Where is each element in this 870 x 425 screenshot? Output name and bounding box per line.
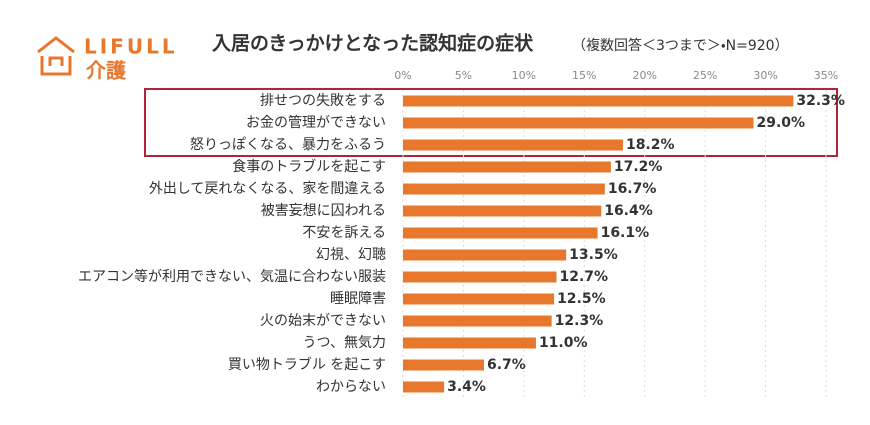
value-label: 11.0% (539, 335, 588, 351)
x-tick-label: 0% (394, 69, 411, 82)
value-label: 18.2% (626, 137, 675, 153)
bar (403, 161, 611, 173)
bar (403, 139, 623, 151)
category-label: 睡眠障害 (330, 291, 386, 307)
bar (403, 271, 557, 283)
category-label: うつ、無気力 (303, 335, 386, 351)
bar (403, 183, 605, 195)
category-label: 被害妄想に囚われる (261, 203, 386, 219)
value-label: 13.5% (569, 247, 618, 263)
bar (403, 337, 536, 349)
value-label: 16.7% (608, 181, 657, 197)
value-label: 16.4% (604, 203, 653, 219)
category-label: 買い物トラブル を起こす (228, 356, 386, 373)
logo-roof (37, 36, 75, 54)
category-label: お金の管理ができない (246, 115, 386, 131)
category-label: わからない (316, 379, 386, 395)
value-label: 32.3% (796, 93, 845, 109)
bar (403, 205, 602, 217)
category-label: 火の始末ができない (260, 313, 386, 329)
value-label: 29.0% (756, 115, 805, 131)
x-tick-label: 20% (632, 69, 656, 82)
category-label: 排せつの失敗をする (260, 93, 386, 109)
logo: LIFULL 介護 (37, 35, 178, 83)
value-label: 12.5% (557, 291, 606, 307)
category-label: 食事のトラブルを起こす (232, 158, 386, 175)
category-label: 怒りっぽくなる、暴力をふるう (190, 137, 386, 153)
value-label: 17.2% (614, 159, 663, 175)
logo-house (40, 56, 72, 76)
bar (403, 293, 555, 305)
bar (403, 315, 552, 327)
logo-service: 介護 (86, 59, 127, 83)
category-label: 外出して戻れなくなる、家を間違える (149, 180, 386, 197)
chart-subtitle: （複数回答＜3つまで＞・N=920） (572, 37, 789, 54)
logo-brand: LIFULL (84, 35, 178, 59)
x-tick-label: 30% (753, 69, 777, 82)
bar (403, 227, 598, 239)
bar (403, 381, 445, 393)
x-tick-label: 5% (455, 69, 472, 82)
highlight-box (144, 88, 838, 157)
value-label: 16.1% (601, 225, 650, 241)
x-tick-label: 25% (693, 69, 717, 82)
value-label: 12.7% (559, 269, 608, 285)
category-label: 不安を訴える (302, 225, 386, 241)
value-label: 6.7% (487, 357, 526, 373)
value-label: 3.4% (447, 379, 486, 395)
category-label: 幻視、幻聴 (316, 247, 386, 263)
bar (403, 117, 754, 129)
x-tick-label: 35% (814, 69, 838, 82)
bar (403, 359, 484, 371)
bar (403, 95, 794, 107)
x-tick-label: 15% (572, 69, 596, 82)
logo-door (48, 56, 64, 66)
category-label: エアコン等が利用できない、気温に合わない服装 (78, 268, 386, 285)
bar (403, 249, 567, 261)
value-label: 12.3% (555, 313, 604, 329)
x-tick-label: 10% (512, 69, 536, 82)
chart-title: 入居のきっかけとなった認知症の症状 (212, 32, 534, 55)
